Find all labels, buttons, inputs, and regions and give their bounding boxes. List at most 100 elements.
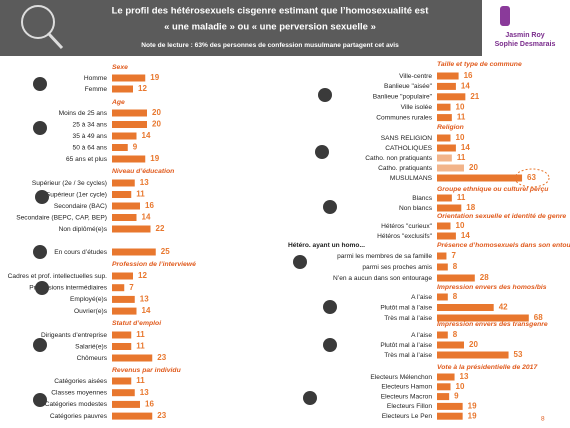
value-label: 11	[457, 113, 466, 122]
bar	[112, 343, 132, 350]
category-label: Hétéros "curieux"	[381, 223, 433, 230]
bar	[437, 383, 451, 391]
value-label: 20	[152, 108, 161, 117]
header-band	[0, 0, 482, 56]
value-label: 10	[456, 102, 465, 111]
value-label: 16	[145, 201, 154, 210]
bar	[112, 85, 133, 93]
bar	[437, 232, 456, 240]
bar	[437, 341, 464, 349]
note: Note de lecture : 63% des personnes de c…	[141, 42, 399, 49]
category-label: MUSULMANS	[390, 175, 433, 182]
bar	[437, 174, 523, 182]
header-icon	[46, 31, 64, 50]
category-label: Chômeurs	[77, 355, 108, 362]
value-label: 14	[142, 131, 151, 140]
highlight-ring	[514, 168, 550, 188]
bar	[437, 331, 448, 339]
value-label: 23	[157, 411, 166, 420]
value-label: 7	[129, 283, 134, 292]
value-label: 14	[142, 306, 151, 315]
value-label: 22	[156, 224, 165, 233]
category-label: Salarié(e)s	[75, 343, 108, 350]
category-label: Banlieue "aisée"	[384, 83, 433, 90]
category-label: Secondaire (BAC)	[54, 203, 107, 210]
category-label: Supérieur (2e / 3e cycles)	[32, 180, 107, 187]
value-label: 14	[461, 82, 470, 91]
category-label: parmi les membres de sa famille	[337, 253, 432, 260]
icon	[33, 245, 47, 259]
icon	[35, 281, 49, 295]
icon	[323, 338, 337, 352]
value-label: 53	[514, 350, 523, 359]
category-label: Dirigeants d’entreprise	[41, 332, 107, 339]
bar	[437, 144, 456, 152]
value-label: 12	[138, 84, 147, 93]
bar	[112, 400, 140, 408]
category-label: Homme	[84, 75, 107, 82]
value-label: 19	[150, 154, 159, 163]
bar	[437, 402, 463, 410]
value-label: 7	[451, 251, 456, 260]
value-label: 16	[145, 400, 154, 409]
category-label: Femme	[85, 86, 108, 93]
category-label: Catho. pratiquants	[378, 165, 433, 172]
icon	[33, 121, 47, 135]
category-label: En cours d’études	[54, 249, 107, 256]
category-label: Employé(e)s	[70, 296, 108, 303]
category-label: Plutôt mal à l’aise	[380, 304, 432, 311]
bar	[437, 72, 459, 80]
value-label: 20	[469, 340, 478, 349]
bar	[437, 114, 452, 122]
bar	[437, 314, 529, 322]
section-title: Statut d’emploi	[112, 320, 161, 327]
icon	[33, 393, 47, 407]
value-label: 10	[456, 133, 465, 142]
category-label: Electeurs Mélenchon	[370, 374, 432, 381]
bar	[112, 412, 153, 420]
value-label: 19	[150, 73, 159, 82]
value-label: 23	[157, 353, 166, 362]
category-label: Blancs	[412, 195, 432, 202]
bar	[112, 109, 147, 117]
value-label: 28	[480, 273, 489, 282]
value-label: 63	[527, 173, 536, 182]
value-label: 14	[142, 213, 151, 222]
category-label: Très mal à l’aise	[384, 315, 432, 322]
value-label: 16	[464, 71, 473, 80]
value-label: 10	[456, 382, 465, 391]
title-line: Le profil des hétérosexuels cisgenre est…	[112, 6, 430, 17]
icon	[323, 300, 337, 314]
bar	[112, 272, 133, 280]
logo-text: Jasmin Roy	[505, 32, 544, 39]
section-title: Orientation sexuelle et identité de genr…	[437, 213, 566, 220]
bar	[437, 134, 451, 142]
value-label: 13	[140, 388, 149, 397]
logo-text: Sophie Desmarais	[495, 41, 556, 48]
category-label: Electeurs Macron	[381, 393, 433, 400]
bar	[112, 225, 151, 233]
icon	[315, 145, 329, 159]
value-label: 19	[468, 411, 477, 420]
bar	[112, 389, 135, 397]
value-label: 13	[140, 295, 149, 304]
category-label: Electeurs Hamon	[381, 384, 432, 391]
value-label: 14	[461, 231, 470, 240]
title-line: « une maladie » ou « une perversion sexu…	[164, 22, 376, 33]
icon	[33, 338, 47, 352]
category-label: Professions intermédiaires	[29, 284, 107, 291]
value-label: 25	[161, 247, 170, 256]
section-title: Taille et type de commune	[437, 61, 522, 68]
section-title: Présence d’homosexuels dans son entourag…	[437, 242, 570, 249]
bar	[112, 248, 156, 256]
bar	[112, 307, 137, 315]
page-number: 8	[541, 416, 545, 423]
section-title: Profession de l’interviewé	[112, 261, 196, 268]
header-icon	[21, 5, 55, 39]
category-label: Secondaire (BEPC, CAP, BEP)	[16, 214, 107, 221]
value-label: 11	[136, 342, 145, 351]
logo-mark	[500, 6, 510, 26]
bar	[437, 204, 462, 212]
bar	[437, 194, 452, 202]
bar	[112, 295, 135, 303]
